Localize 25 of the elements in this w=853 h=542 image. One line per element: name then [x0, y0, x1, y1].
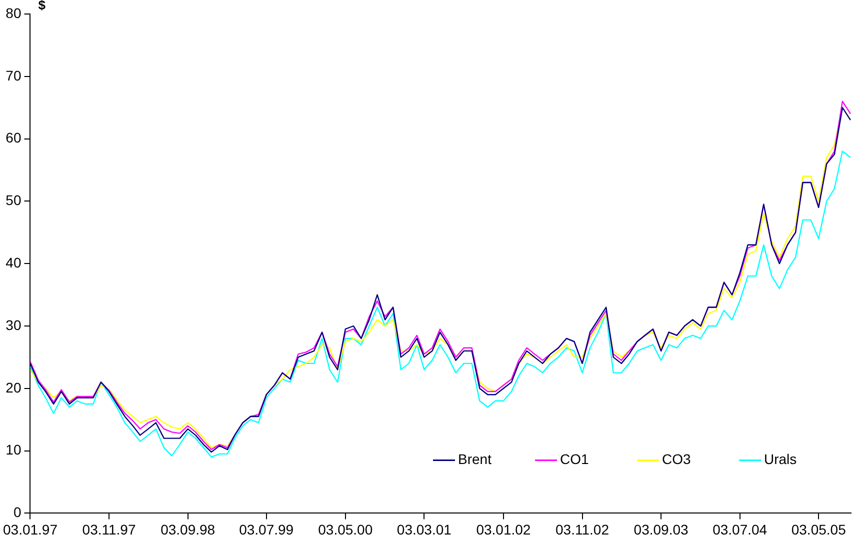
x-tick-label: 03.01.02	[476, 521, 531, 538]
legend-label: Brent	[458, 451, 492, 468]
y-tick-label: 10	[6, 442, 22, 458]
y-tick-label: 50	[6, 192, 22, 208]
x-tick-label: 03.07.04	[712, 521, 768, 538]
legend-label: CO3	[662, 451, 691, 468]
legend-label: CO1	[560, 451, 589, 468]
x-tick-label: 03.11.97	[82, 521, 136, 538]
legend-label: Urals	[764, 451, 797, 468]
y-tick-label: 0	[13, 504, 22, 520]
x-tick-label: 03.09.03	[634, 521, 688, 538]
y-tick-label: 60	[6, 130, 22, 146]
y-tick-label: 80	[6, 4, 22, 21]
x-tick-label: 03.05.00	[318, 521, 373, 538]
x-tick-label: 03.11.02	[556, 521, 610, 538]
x-tick-label: 03.03.01	[396, 521, 452, 538]
y-axis-title: $	[38, 0, 46, 13]
x-tick-label: 03.05.05	[791, 521, 846, 538]
y-tick-label: 40	[6, 254, 22, 270]
x-tick-label: 03.07.99	[239, 521, 294, 538]
x-tick-label: 03.01.97	[3, 521, 58, 538]
x-tick-label: 03.09.98	[160, 521, 216, 538]
y-tick-label: 70	[6, 67, 22, 84]
y-tick-label: 30	[6, 316, 22, 333]
y-tick-label: 20	[6, 379, 22, 396]
